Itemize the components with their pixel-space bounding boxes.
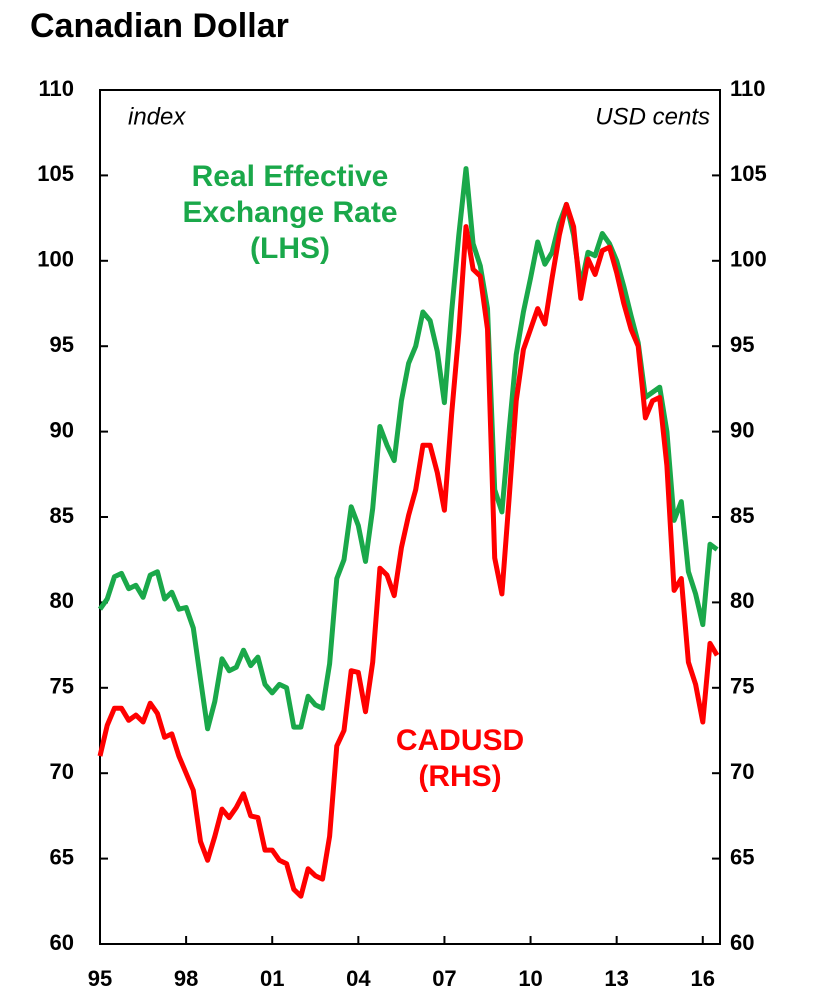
x-tick-label: 04 — [346, 966, 371, 991]
series-line — [97, 201, 720, 899]
series-label: CADUSD (RHS) — [396, 724, 524, 793]
x-tick-label: 10 — [518, 966, 542, 991]
y-tick-label: 105 — [37, 161, 74, 186]
y2-tick-label: 85 — [730, 503, 754, 528]
y-tick-label: 90 — [50, 417, 74, 442]
y2-tick-label: 65 — [730, 844, 754, 869]
series-line — [97, 166, 719, 732]
x-tick-label: 98 — [174, 966, 198, 991]
series-label: Real Effective Exchange Rate (LHS) — [182, 160, 397, 265]
y-tick-label: 95 — [50, 332, 74, 357]
y-tick-label: 75 — [50, 674, 74, 699]
series-label-line: (RHS) — [418, 760, 501, 793]
y2-tick-label: 80 — [730, 588, 754, 613]
y-tick-label: 100 — [37, 247, 74, 272]
x-tick-label: 16 — [691, 966, 715, 991]
y2-tick-label: 90 — [730, 417, 754, 442]
y-tick-label: 60 — [50, 930, 74, 955]
series-label-line: Real Effective — [192, 160, 389, 193]
x-tick-label: 01 — [260, 966, 284, 991]
y2-tick-label: 110 — [730, 76, 766, 101]
series-label-line: (LHS) — [250, 232, 330, 265]
y2-tick-label: 95 — [730, 332, 754, 357]
y-tick-label: 110 — [39, 76, 75, 101]
series-label-line: Exchange Rate — [182, 196, 397, 229]
x-tick-label: 95 — [88, 966, 112, 991]
y-tick-label: 70 — [50, 759, 74, 784]
y-unit: index — [128, 103, 186, 130]
y-tick-label: 85 — [50, 503, 74, 528]
series-label-line: CADUSD — [396, 724, 524, 757]
y2-tick-label: 70 — [730, 759, 754, 784]
y2-tick-label: 100 — [730, 247, 767, 272]
y-tick-label: 65 — [50, 844, 74, 869]
x-tick-label: 07 — [432, 966, 456, 991]
y2-unit: USD cents — [595, 103, 710, 130]
y2-tick-label: 60 — [730, 930, 754, 955]
y-tick-label: 80 — [50, 588, 74, 613]
chart-title: Canadian Dollar — [30, 7, 289, 45]
x-tick-label: 13 — [604, 966, 628, 991]
y2-tick-label: 75 — [730, 674, 754, 699]
y2-tick-label: 105 — [730, 161, 767, 186]
